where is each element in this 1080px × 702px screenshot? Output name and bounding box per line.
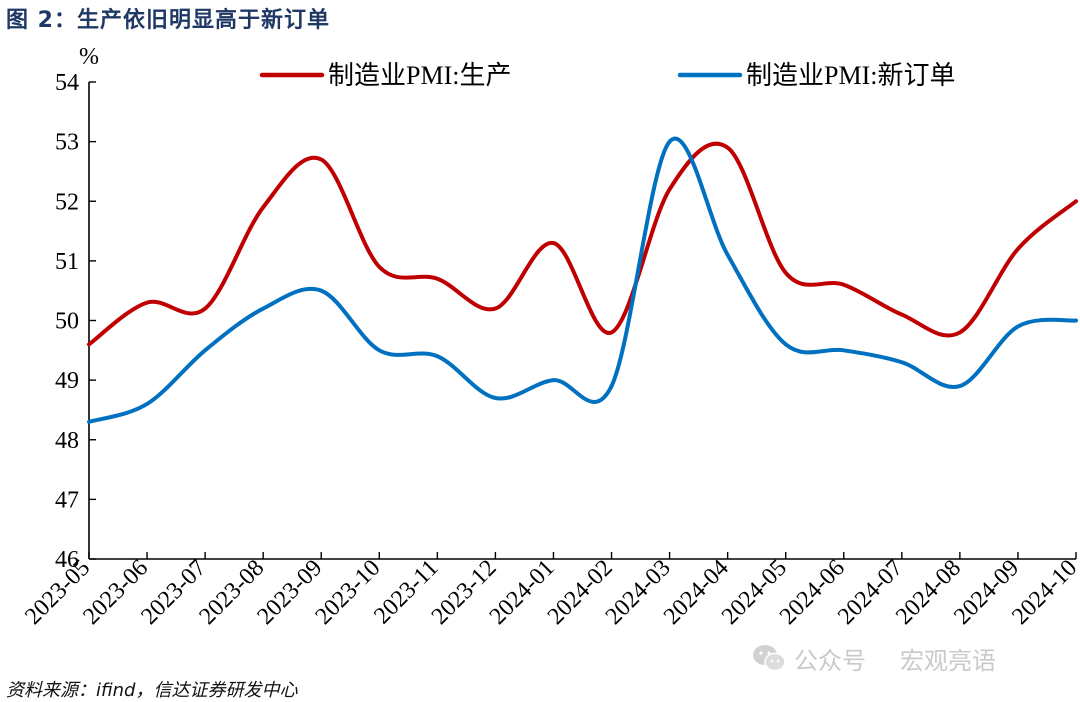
data-point bbox=[318, 157, 324, 163]
data-point bbox=[841, 282, 847, 288]
data-point bbox=[202, 347, 208, 353]
data-point bbox=[609, 329, 615, 335]
data-point bbox=[550, 240, 556, 246]
y-tick-label: 47 bbox=[55, 487, 79, 513]
x-tick-label: 2024-03 bbox=[601, 555, 676, 630]
data-point bbox=[667, 186, 673, 192]
data-point bbox=[725, 145, 731, 151]
y-tick-label: 49 bbox=[55, 368, 79, 394]
y-tick-label: 54 bbox=[55, 70, 79, 96]
data-point bbox=[550, 377, 556, 383]
data-point bbox=[260, 204, 266, 210]
series-line-new-orders bbox=[87, 136, 1078, 424]
data-point bbox=[1073, 198, 1079, 204]
watermark: 公众号 宏观亮语 bbox=[752, 640, 996, 676]
legend-label: 制造业PMI:生产 bbox=[328, 61, 511, 90]
series-line-production bbox=[87, 141, 1078, 347]
data-point bbox=[202, 306, 208, 312]
x-tick-label: 2024-06 bbox=[775, 555, 850, 630]
x-tick-label: 2023-12 bbox=[427, 555, 502, 630]
y-tick-label: 52 bbox=[55, 189, 79, 215]
x-tick-label: 2023-08 bbox=[194, 555, 269, 630]
watermark-channel: 公众号 bbox=[794, 646, 866, 675]
figure-title: 图 2：生产依旧明显高于新订单 bbox=[6, 8, 330, 33]
x-tick-label: 2024-07 bbox=[833, 555, 908, 630]
x-tick-label: 2024-10 bbox=[1007, 555, 1080, 630]
watermark-account: 宏观亮语 bbox=[900, 646, 996, 675]
data-point bbox=[899, 359, 905, 365]
legend-label: 制造业PMI:新订单 bbox=[746, 61, 955, 90]
data-point bbox=[86, 419, 92, 425]
x-tick-label: 2024-09 bbox=[949, 555, 1024, 630]
source-note: 资料来源：ifind，信达证券研发中心 bbox=[6, 680, 298, 701]
y-tick-label: 50 bbox=[55, 309, 79, 335]
x-tick-label: 2023-09 bbox=[253, 555, 328, 630]
x-tick-label: 2023-10 bbox=[311, 555, 386, 630]
data-point bbox=[667, 139, 673, 145]
data-point bbox=[957, 329, 963, 335]
data-point bbox=[492, 306, 498, 312]
wechat-icon bbox=[753, 645, 786, 672]
data-point bbox=[725, 252, 731, 258]
x-tick-label: 2024-04 bbox=[659, 555, 734, 630]
data-point bbox=[841, 347, 847, 353]
y-tick-label: 48 bbox=[55, 428, 79, 454]
data-point bbox=[1073, 318, 1079, 324]
x-tick-label: 2023-07 bbox=[136, 555, 211, 630]
data-point bbox=[86, 341, 92, 347]
data-point bbox=[144, 401, 150, 407]
data-point bbox=[144, 300, 150, 306]
data-point bbox=[434, 276, 440, 282]
data-point bbox=[1015, 323, 1021, 329]
data-point bbox=[783, 270, 789, 276]
data-point bbox=[957, 383, 963, 389]
y-tick-label: 51 bbox=[55, 249, 79, 275]
data-point bbox=[609, 383, 615, 389]
data-point bbox=[783, 341, 789, 347]
data-point bbox=[260, 306, 266, 312]
data-point bbox=[434, 353, 440, 359]
x-tick-label: 2024-05 bbox=[717, 555, 792, 630]
x-tick-label: 2024-08 bbox=[891, 555, 966, 630]
x-tick-label: 2024-02 bbox=[543, 555, 618, 630]
data-point bbox=[318, 288, 324, 294]
x-tick-label: 2023-06 bbox=[78, 555, 153, 630]
y-tick-label: 53 bbox=[55, 130, 79, 156]
data-point bbox=[1015, 246, 1021, 252]
data-point bbox=[376, 347, 382, 353]
data-point bbox=[376, 264, 382, 270]
data-point bbox=[899, 312, 905, 318]
x-tick-label: 2024-01 bbox=[485, 555, 560, 630]
y-tick-label: 46 bbox=[55, 547, 79, 573]
y-axis-unit-label: % bbox=[79, 44, 99, 70]
data-point bbox=[492, 395, 498, 401]
